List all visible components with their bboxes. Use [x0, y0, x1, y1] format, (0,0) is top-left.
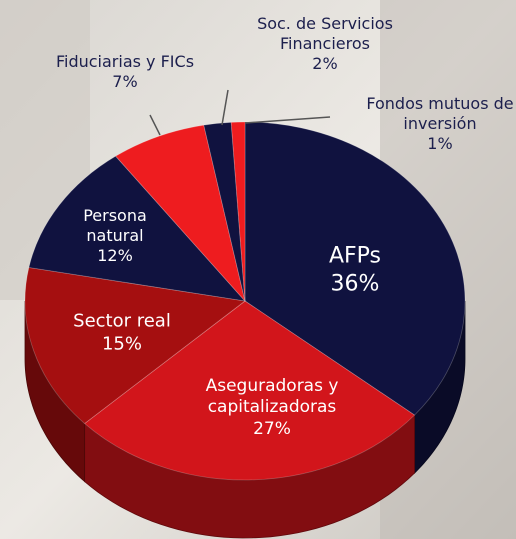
pie [24, 121, 466, 539]
category-label: Fondos mutuos de inversión [366, 94, 514, 133]
slice-label: Persona natural 12% [70, 206, 160, 266]
value-label: 1% [427, 134, 453, 153]
slice [203, 121, 246, 302]
category-label: Persona natural [83, 206, 147, 245]
value-label: 7% [112, 72, 138, 91]
slice [28, 155, 247, 302]
category-label: Aseguradoras y capitalizadoras [205, 376, 339, 418]
slice [24, 267, 246, 425]
slice-label: Fondos mutuos de inversión 1% [365, 94, 515, 154]
slice-label: Sector real 15% [57, 311, 187, 356]
slice [115, 124, 246, 302]
value-label: 36% [330, 271, 380, 296]
category-label: Sector real [73, 310, 171, 332]
slice-label: Aseguradoras y capitalizadoras 27% [182, 376, 362, 440]
leader-line [221, 89, 229, 126]
category-label: Fiduciarias y FICs [55, 52, 195, 71]
value-label: 12% [97, 246, 133, 265]
slice-label: AFPs 36% [295, 243, 415, 298]
category-label: AFPs [328, 243, 382, 269]
slice [244, 121, 466, 416]
leader-line [149, 114, 161, 136]
value-label: 2% [312, 54, 338, 73]
slice-label: Fiduciarias y FICs 7% [35, 52, 215, 92]
slice [230, 121, 246, 302]
value-label: 27% [253, 418, 291, 439]
slice [83, 300, 416, 481]
value-label: 15% [101, 333, 142, 354]
leader-line [244, 116, 331, 124]
category-label: Soc. de Servicios Financieros [257, 14, 393, 53]
slice-label: Soc. de Servicios Financieros 2% [250, 14, 400, 74]
